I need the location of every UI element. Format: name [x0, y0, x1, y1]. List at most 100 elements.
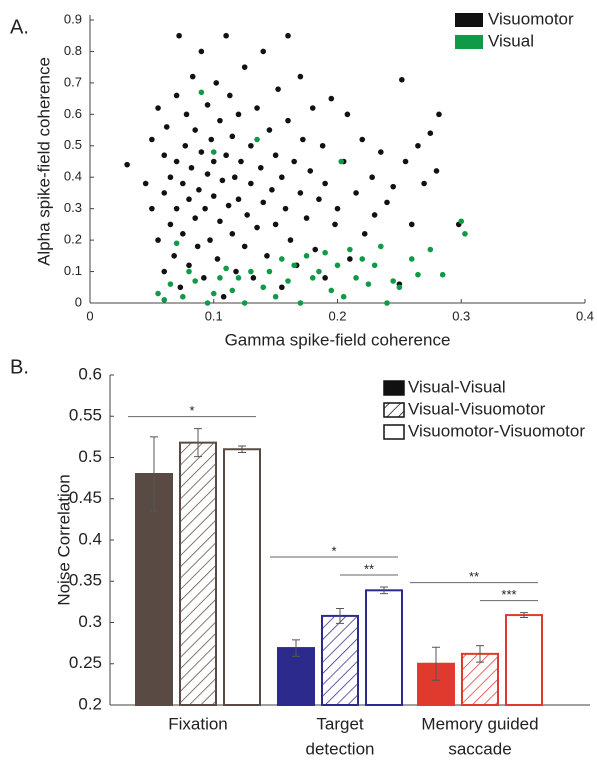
point [378, 243, 384, 250]
point [149, 136, 155, 143]
point [202, 205, 208, 212]
point [402, 158, 409, 165]
bar [365, 589, 403, 707]
bar [223, 448, 261, 706]
point [279, 284, 285, 291]
y-tick-label: 0.8 [64, 43, 82, 58]
x-tick-label: saccade [448, 739, 511, 758]
point [365, 281, 372, 287]
point [241, 300, 248, 306]
x-tick-label: Target [316, 714, 364, 733]
point [390, 183, 396, 190]
point [436, 111, 442, 118]
legend-label: Visuomotor-Visuomotor [408, 421, 585, 440]
y-tick-label: 0.7 [64, 74, 82, 89]
y-tick-label: 0.25 [69, 653, 102, 672]
point [229, 231, 236, 237]
point [198, 89, 205, 96]
error-bar [432, 646, 440, 681]
point [307, 168, 314, 174]
point [396, 284, 403, 291]
point [266, 268, 273, 275]
error-bar [238, 445, 246, 454]
point [291, 158, 297, 165]
point [177, 284, 184, 291]
point [238, 158, 244, 165]
point [217, 117, 223, 124]
point [155, 105, 161, 111]
point [334, 205, 341, 212]
point [257, 164, 264, 171]
point [217, 275, 223, 281]
point [319, 142, 326, 149]
panel-label: A. [10, 16, 29, 38]
point [334, 262, 341, 269]
point [408, 256, 415, 262]
y-tick-label: 0.3 [78, 612, 102, 631]
y-axis-label: Alpha spike-field coherence [34, 57, 53, 266]
point [198, 48, 205, 55]
point [266, 127, 273, 133]
point [167, 281, 174, 287]
point [183, 111, 190, 118]
y-tick-label: 0.6 [64, 106, 82, 121]
point [279, 256, 285, 262]
point [260, 284, 267, 291]
point [192, 278, 198, 284]
point [408, 221, 415, 228]
point [338, 158, 345, 165]
point [173, 158, 180, 165]
point [297, 300, 304, 306]
point [223, 265, 229, 272]
x-tick-label: 0 [86, 308, 93, 323]
point [233, 268, 239, 275]
point [201, 275, 207, 281]
x-tick-label: 0.3 [452, 308, 470, 323]
bar [505, 614, 543, 707]
x-tick-label: Fixation [168, 714, 228, 733]
point [279, 174, 285, 181]
point [297, 73, 304, 80]
point [207, 237, 213, 243]
point [353, 190, 359, 196]
y-tick-label: 0 [75, 294, 82, 309]
point [204, 171, 211, 177]
point [399, 76, 405, 83]
point [439, 271, 446, 278]
y-tick-label: 0.45 [69, 488, 102, 507]
y-tick-label: 0.55 [69, 406, 102, 425]
point [248, 180, 254, 187]
point [186, 196, 192, 203]
bar [179, 441, 217, 706]
error-bar [150, 436, 158, 512]
point [300, 136, 306, 143]
error-bar [194, 428, 202, 458]
point [359, 256, 366, 262]
point [219, 177, 226, 184]
point [229, 133, 236, 140]
point [272, 152, 279, 159]
point [210, 193, 217, 199]
point [260, 48, 267, 55]
point [161, 297, 168, 303]
point [204, 102, 211, 108]
point [378, 149, 384, 155]
point [328, 95, 335, 102]
point [421, 180, 427, 187]
point [235, 275, 242, 281]
point [241, 64, 248, 70]
point [322, 275, 328, 281]
point [192, 215, 198, 221]
significance-label: ** [469, 569, 479, 584]
y-tick-label: 0.6 [78, 364, 102, 383]
y-tick-label: 0.9 [64, 11, 82, 26]
x-tick-label: Memory guided [421, 714, 538, 733]
point [369, 174, 375, 181]
point [244, 212, 250, 218]
point [186, 268, 192, 275]
point [415, 271, 421, 278]
point [194, 243, 201, 250]
point [282, 205, 289, 212]
point [303, 253, 310, 259]
point [180, 293, 186, 300]
